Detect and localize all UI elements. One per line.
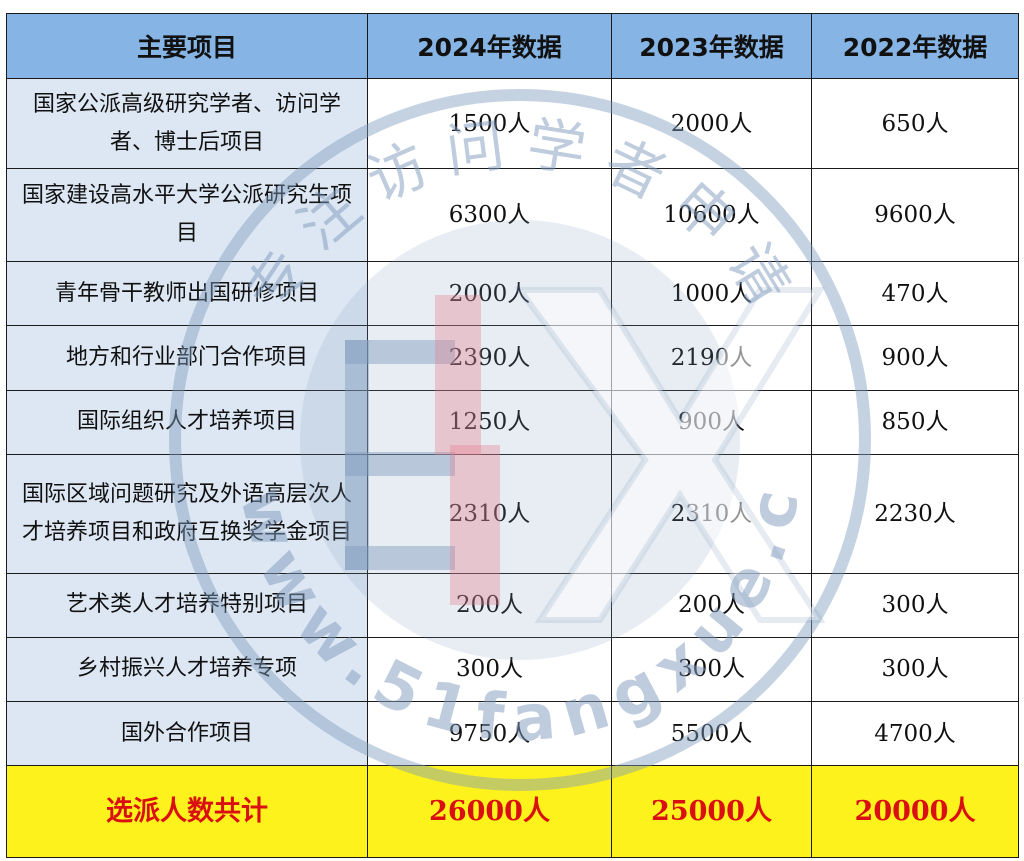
cell-2022: 4700人	[811, 701, 1019, 767]
table-row: 青年骨干教师出国研修项目 2000人 1000人 470人	[6, 260, 1019, 327]
cell-2023: 1000人	[611, 260, 812, 327]
cell-2022: 2230人	[811, 453, 1019, 574]
total-2023: 25000人	[611, 765, 812, 858]
cell-2024: 2000人	[367, 260, 612, 327]
row-name: 国际区域问题研究及外语高层次人才培养项目和政府互换奖学金项目	[6, 453, 368, 574]
row-name: 国外合作项目	[6, 701, 368, 767]
cell-2024: 9750人	[367, 701, 612, 767]
table-row: 地方和行业部门合作项目 2390人 2190人 900人	[6, 325, 1019, 391]
cell-2022: 900人	[811, 325, 1019, 391]
cell-2023: 2190人	[611, 325, 812, 391]
cell-2023: 300人	[611, 636, 812, 703]
cell-2023: 200人	[611, 572, 812, 638]
table-row: 艺术类人才培养特别项目 200人 200人 300人	[6, 572, 1019, 638]
cell-2022: 470人	[811, 260, 1019, 327]
data-table: 主要项目 2024年数据 2023年数据 2022年数据 国家公派高级研究学者、…	[6, 13, 1019, 858]
table-row: 国家公派高级研究学者、访问学者、博士后项目 1500人 2000人 650人	[6, 77, 1019, 170]
cell-2023: 900人	[611, 389, 812, 455]
total-row: 选派人数共计 26000人 25000人 20000人	[6, 765, 1019, 858]
total-2022: 20000人	[811, 765, 1019, 858]
cell-2022: 300人	[811, 636, 1019, 703]
cell-2022: 850人	[811, 389, 1019, 455]
cell-2024: 6300人	[367, 168, 612, 262]
row-name: 青年骨干教师出国研修项目	[6, 260, 368, 327]
cell-2024: 2310人	[367, 453, 612, 574]
cell-2024: 1250人	[367, 389, 612, 455]
cell-2022: 300人	[811, 572, 1019, 638]
row-name: 地方和行业部门合作项目	[6, 325, 368, 391]
cell-2024: 1500人	[367, 77, 612, 170]
cell-2022: 9600人	[811, 168, 1019, 262]
cell-2023: 2000人	[611, 77, 812, 170]
header-2023: 2023年数据	[611, 13, 812, 79]
header-project: 主要项目	[6, 13, 368, 79]
cell-2023: 10600人	[611, 168, 812, 262]
cell-2023: 2310人	[611, 453, 812, 574]
row-name: 国际组织人才培养项目	[6, 389, 368, 455]
header-2024: 2024年数据	[367, 13, 612, 79]
table-row: 国外合作项目 9750人 5500人 4700人	[6, 701, 1019, 767]
cell-2024: 200人	[367, 572, 612, 638]
table-row: 乡村振兴人才培养专项 300人 300人 300人	[6, 636, 1019, 703]
row-name: 乡村振兴人才培养专项	[6, 636, 368, 703]
total-2024: 26000人	[367, 765, 612, 858]
cell-2024: 2390人	[367, 325, 612, 391]
table-row: 国际区域问题研究及外语高层次人才培养项目和政府互换奖学金项目 2310人 231…	[6, 453, 1019, 574]
table-row: 国际组织人才培养项目 1250人 900人 850人	[6, 389, 1019, 455]
cell-2024: 300人	[367, 636, 612, 703]
header-row: 主要项目 2024年数据 2023年数据 2022年数据	[6, 13, 1019, 79]
row-name: 国家建设高水平大学公派研究生项目	[6, 168, 368, 262]
cell-2023: 5500人	[611, 701, 812, 767]
total-label: 选派人数共计	[6, 765, 368, 858]
table-row: 国家建设高水平大学公派研究生项目 6300人 10600人 9600人	[6, 168, 1019, 262]
header-2022: 2022年数据	[811, 13, 1019, 79]
row-name: 艺术类人才培养特别项目	[6, 572, 368, 638]
cell-2022: 650人	[811, 77, 1019, 170]
row-name: 国家公派高级研究学者、访问学者、博士后项目	[6, 77, 368, 170]
